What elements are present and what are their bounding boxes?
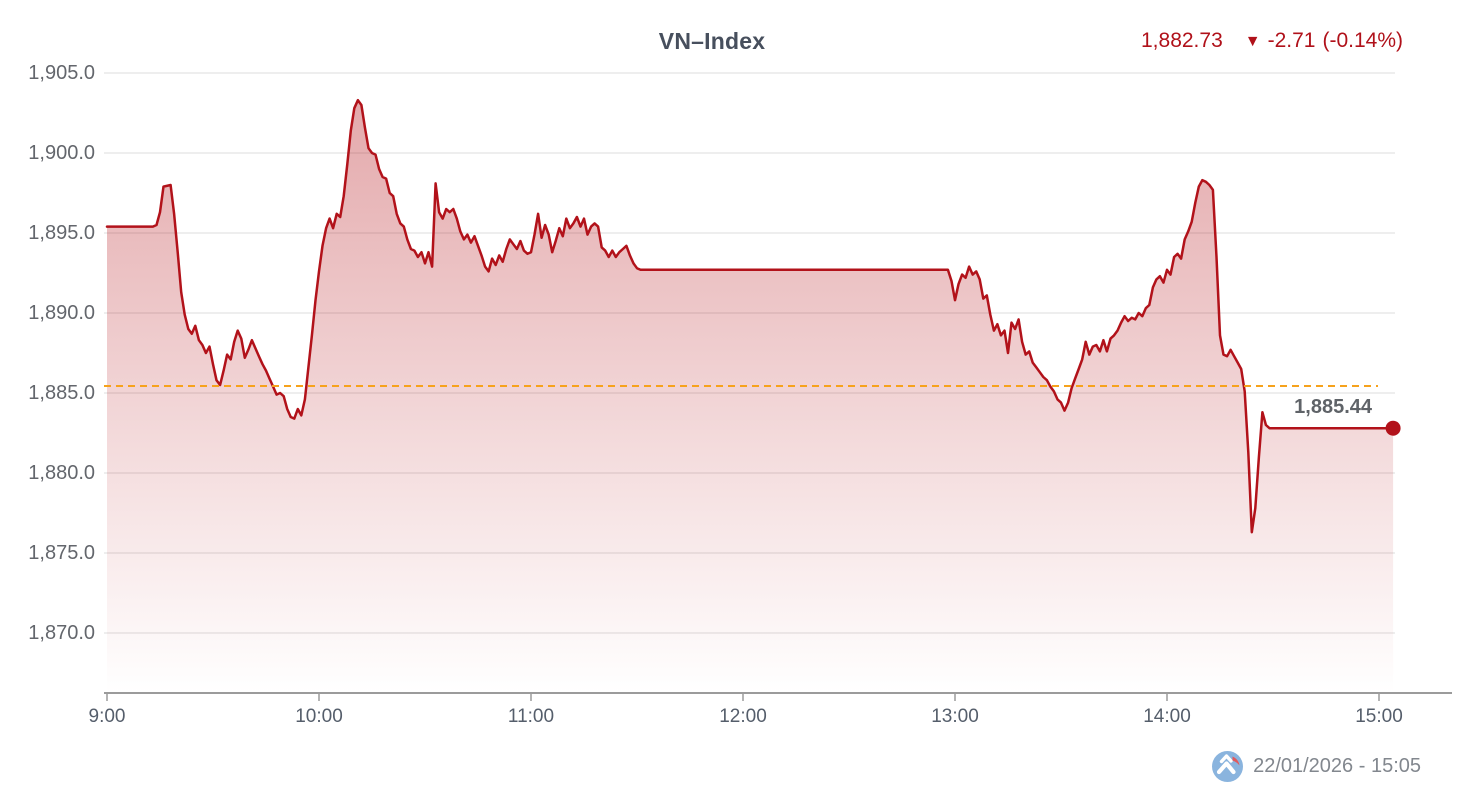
y-axis-label: 1,885.0 — [28, 382, 95, 404]
price-change-percent: (-0.14%) — [1322, 29, 1403, 52]
x-axis-label: 9:00 — [88, 706, 126, 727]
down-arrow-icon: ▼ — [1244, 33, 1261, 50]
series-area — [107, 100, 1394, 693]
y-axis-label: 1,880.0 — [28, 462, 95, 484]
y-axis-label: 1,890.0 — [28, 302, 95, 324]
price-change: -2.71 — [1267, 29, 1316, 52]
last-price-marker — [1385, 420, 1401, 436]
y-axis-label: 1,900.0 — [28, 142, 95, 164]
x-axis-label: 14:00 — [1143, 706, 1191, 727]
y-axis-label: 1,875.0 — [28, 542, 95, 564]
x-axis-label: 15:00 — [1355, 706, 1403, 727]
y-axis-label: 1,905.0 — [28, 62, 95, 84]
x-axis-label: 11:00 — [507, 706, 555, 727]
y-axis-label: 1,895.0 — [28, 222, 95, 244]
chart-title: VN–Index — [658, 28, 766, 54]
x-axis-label: 12:00 — [719, 706, 767, 727]
timestamp: 22/01/2026 - 15:05 — [1253, 755, 1421, 777]
quote-summary: 1,882.73 ▼ -2.71 (-0.14%) — [1141, 29, 1403, 53]
previous-close-label: 1,885.44 — [1294, 396, 1372, 418]
brand-logo-icon — [1211, 750, 1244, 783]
y-axis-label: 1,870.0 — [28, 622, 95, 644]
x-axis-label: 10:00 — [295, 706, 343, 727]
last-price: 1,882.73 — [1141, 29, 1223, 52]
series-line — [105, 98, 1395, 534]
x-axis-label: 13:00 — [931, 706, 979, 727]
footer: 22/01/2026 - 15:05 — [1211, 750, 1421, 783]
